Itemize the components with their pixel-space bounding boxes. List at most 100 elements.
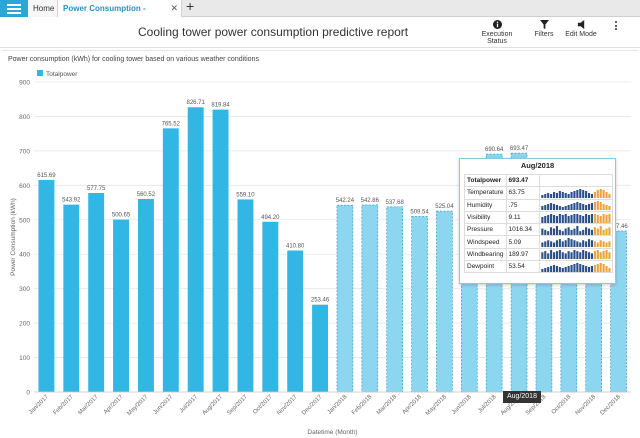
x-tick-label: May/2017 <box>126 394 149 417</box>
sparkline-bar <box>587 228 590 235</box>
tooltip-row-value: 53.54 <box>505 260 540 274</box>
sparkline-bar <box>599 252 602 260</box>
x-tick-label: Jan/2017 <box>28 394 50 416</box>
more-icon[interactable] <box>611 21 621 32</box>
sparkline-bar <box>575 241 578 248</box>
x-tick-label: Jun/2018 <box>451 394 473 416</box>
sparkline-bar <box>546 230 549 235</box>
sparkline-bar <box>558 213 561 223</box>
sparkline-bar <box>540 206 543 211</box>
sparkline-bar <box>575 262 578 272</box>
bar-actual <box>212 109 229 393</box>
sparkline-bar <box>567 238 570 248</box>
x-tick-label: Dec/2017 <box>301 394 324 417</box>
sparkline-bar <box>549 227 552 235</box>
x-tick-label: Oct/2018 <box>551 394 573 416</box>
x-tick-label: Jan/2018 <box>327 394 349 416</box>
sparkline-bar <box>596 250 599 260</box>
data-label: 693.47 <box>510 146 529 152</box>
sparkline-chart <box>540 188 610 198</box>
sparkline-bar <box>575 202 578 211</box>
data-label: 615.69 <box>37 173 56 179</box>
sparkline-bar <box>602 251 605 260</box>
tab-home[interactable]: Home <box>28 0 58 17</box>
sparkline-bar <box>599 240 602 248</box>
data-label: 525.04 <box>435 204 454 210</box>
x-tick-label: Apr/2018 <box>402 394 424 416</box>
sparkline-bar <box>555 225 558 235</box>
x-tick-label: Feb/2018 <box>351 394 374 417</box>
sparkline-bar <box>552 214 555 223</box>
sparkline-bar <box>607 193 610 198</box>
bar-actual <box>113 219 130 392</box>
tooltip-table: Totalpower 693.47 Temperature 63.75 Humidi… <box>464 173 613 274</box>
sparkline-bar <box>593 191 596 198</box>
sparkline-chart <box>540 225 610 235</box>
sparkline-bar <box>555 205 558 211</box>
tooltip-row: Dewpoint 53.54 <box>464 260 613 274</box>
tooltip-row-sparkline <box>538 247 613 262</box>
add-tab-button[interactable]: + <box>186 0 195 14</box>
sparkline-bar <box>587 252 590 260</box>
sparkline-bar <box>584 190 587 198</box>
execution-status-button[interactable]: Execution Status <box>471 20 523 45</box>
sparkline-bar <box>561 191 564 198</box>
bar-actual <box>63 204 80 392</box>
sparkline-bar <box>555 251 558 260</box>
sparkline-bar <box>569 191 573 198</box>
legend-swatch-totalpower <box>37 70 43 76</box>
data-label: 560.52 <box>137 192 156 198</box>
sparkline-bar <box>581 189 584 198</box>
sparkline-bar <box>593 241 596 248</box>
sparkline-bar <box>602 189 605 198</box>
sparkline-bar <box>543 267 546 272</box>
sparkline-bar <box>578 252 581 260</box>
sparkline-bar <box>558 266 561 272</box>
bar-actual <box>137 198 154 392</box>
sparkline-bar <box>549 265 552 272</box>
sparkline-bar <box>581 204 584 211</box>
tooltip-row-value: 9.11 <box>505 210 540 225</box>
sparkline-bar <box>596 189 599 198</box>
sparkline-bar <box>552 242 555 248</box>
sparkline-bar <box>540 216 543 223</box>
x-axis-label: Datetime (Month) <box>307 429 357 436</box>
sparkline-bar <box>593 213 596 223</box>
data-label: 543.92 <box>62 198 81 204</box>
tooltip-row-value: 63.75 <box>505 186 540 200</box>
edit-mode-label: Edit Mode <box>565 31 597 38</box>
sparkline-bar <box>604 205 608 211</box>
sparkline-bar <box>590 240 593 248</box>
sparkline-bar <box>581 229 584 235</box>
legend-label-totalpower: Totalpower <box>46 71 78 78</box>
sparkline-bar <box>543 205 546 211</box>
sparkline-bar <box>607 252 610 260</box>
sparkline-bar <box>569 264 573 272</box>
sparkline-bar <box>555 265 558 272</box>
data-label: 509.54 <box>410 209 429 215</box>
tooltip-row: Windbearing 189.97 <box>464 247 613 262</box>
tooltip-row-sparkline <box>538 210 613 225</box>
x-tick-label: Nov/2017 <box>276 394 299 417</box>
sparkline-bar <box>572 240 575 248</box>
tooltip-row: Visibility 9.11 <box>464 210 613 225</box>
x-tick-label: Nov/2018 <box>575 394 598 417</box>
menu-icon[interactable] <box>0 0 28 17</box>
tooltip-row-label: Dewpoint <box>464 260 507 274</box>
tab-home-label: Home <box>33 4 55 13</box>
tooltip-row: Temperature 63.75 <box>464 186 613 200</box>
sparkline-bar <box>561 214 564 223</box>
y-tick-label: 900 <box>19 80 30 87</box>
sparkline-bar <box>543 241 546 248</box>
edit-mode-button[interactable]: Edit Mode <box>564 20 598 38</box>
data-label: 253.46 <box>311 298 330 304</box>
sparkline-bar <box>578 230 581 235</box>
sparkline-bar <box>567 193 570 198</box>
sparkline-bar <box>540 228 543 235</box>
sparkline-bar <box>587 214 590 223</box>
close-icon[interactable]: ✕ <box>170 3 178 13</box>
filters-button[interactable]: Filters <box>531 20 557 38</box>
sparkline-bar <box>564 213 567 223</box>
sparkline-bar <box>549 193 552 198</box>
sparkline-bar <box>607 241 610 248</box>
